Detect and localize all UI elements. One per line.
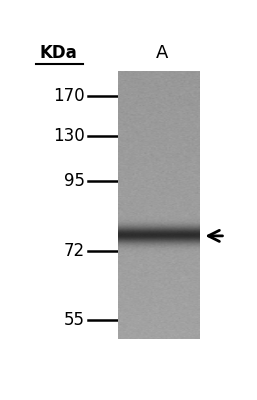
Text: 72: 72 (64, 242, 85, 260)
Text: 130: 130 (53, 127, 85, 145)
Text: A: A (155, 44, 168, 62)
Text: KDa: KDa (39, 44, 77, 62)
Text: 170: 170 (53, 87, 85, 105)
Text: 55: 55 (64, 311, 85, 329)
Text: 95: 95 (64, 172, 85, 190)
